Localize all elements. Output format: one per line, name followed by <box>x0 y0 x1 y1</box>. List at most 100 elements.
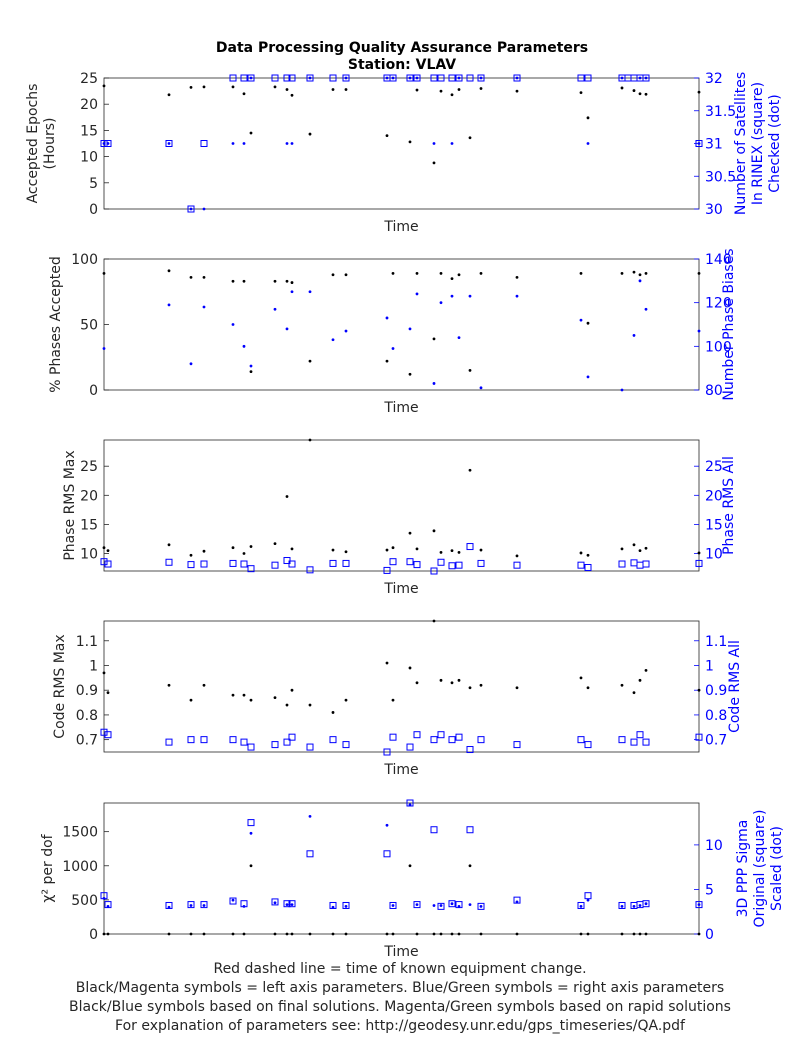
data-point-dot <box>385 932 389 936</box>
data-point-square <box>448 74 456 82</box>
data-point-dot <box>697 142 701 145</box>
data-point-dot <box>231 323 235 326</box>
data-point-dot <box>450 681 454 685</box>
data-point-square <box>240 738 248 746</box>
data-point-square <box>306 850 314 858</box>
right-tick-label: 0.8 <box>705 708 727 724</box>
data-point-dot <box>479 386 483 390</box>
data-point-dot <box>632 904 636 908</box>
data-point-dot <box>273 307 277 311</box>
right-tick-label: 1 <box>705 658 714 674</box>
right-tick-label: 30.5 <box>705 169 736 185</box>
data-point-dot <box>638 932 642 936</box>
data-point-dot <box>202 85 206 89</box>
data-point-dot <box>242 552 246 555</box>
data-point-dot <box>579 318 583 322</box>
data-point-square <box>636 731 644 739</box>
data-point-square <box>383 748 391 756</box>
data-point-dot <box>189 207 193 211</box>
plot-frame <box>103 77 700 210</box>
data-point-dot <box>479 87 483 90</box>
data-point-dot <box>579 932 583 936</box>
data-point-dot <box>515 294 519 298</box>
data-point-square <box>100 728 108 736</box>
data-point-dot <box>331 338 335 342</box>
data-point-dot <box>331 273 335 277</box>
data-point-dot <box>249 831 253 835</box>
data-point-square <box>306 74 314 82</box>
data-point-dot <box>167 543 171 547</box>
data-point-dot <box>391 272 395 275</box>
data-point-square <box>466 74 474 82</box>
data-point-square <box>165 558 173 566</box>
data-point-dot <box>391 546 395 550</box>
data-point-square <box>342 901 350 909</box>
data-point-square <box>271 898 279 906</box>
data-point-dot <box>638 92 642 96</box>
data-point-dot <box>638 549 642 553</box>
data-point-dot <box>106 932 110 936</box>
right-tick-label: 10 <box>705 838 723 854</box>
data-point-dot <box>515 932 519 936</box>
right-tick-label: 80 <box>705 383 723 399</box>
data-point-dot <box>432 161 436 165</box>
data-point-dot <box>620 86 624 90</box>
data-point-dot <box>189 362 193 366</box>
data-point-dot <box>285 495 289 498</box>
data-point-dot <box>450 93 454 97</box>
data-point-square <box>437 74 445 82</box>
data-point-dot <box>308 76 312 80</box>
data-point-dot <box>385 134 389 138</box>
data-point-dot <box>697 932 701 936</box>
data-point-square <box>437 558 445 566</box>
data-point-dot <box>632 89 636 92</box>
data-point-dot <box>344 76 348 80</box>
data-point-dot <box>308 703 312 707</box>
right-axis-label: 3D PPP Sigma <box>735 820 751 918</box>
left-tick-label: 500 <box>71 893 98 909</box>
data-point-square <box>413 561 421 569</box>
data-point-square <box>104 731 112 739</box>
data-point-dot <box>106 549 110 553</box>
data-point-dot <box>620 932 624 936</box>
data-point-square <box>448 900 456 908</box>
data-point-dot <box>439 301 443 305</box>
left-tick-label: 0.8 <box>76 708 98 724</box>
data-point-square <box>430 567 438 575</box>
plot-frame <box>103 802 700 935</box>
data-point-dot <box>638 279 642 283</box>
data-point-dot <box>331 932 335 936</box>
data-point-dot <box>290 903 294 906</box>
data-point-dot <box>515 686 519 690</box>
data-point-dot <box>285 327 289 331</box>
data-point-dot <box>586 932 590 936</box>
data-point-dot <box>468 468 472 472</box>
data-point-dot <box>450 932 454 936</box>
panel-3: 10 15 20 25 10 15 20 25 Time Phase RMS Max Phase R… <box>62 438 737 597</box>
data-point-square <box>329 74 337 82</box>
data-point-dot <box>415 903 419 906</box>
data-point-dot <box>231 932 235 936</box>
data-point-dot <box>344 88 348 91</box>
data-point-dot <box>450 549 454 553</box>
data-point-square <box>448 736 456 744</box>
left-tick-label: 5 <box>89 176 98 192</box>
data-point-square <box>618 560 626 568</box>
data-point-square <box>104 560 112 568</box>
data-point-dot <box>231 279 235 283</box>
data-point-dot <box>632 334 636 337</box>
data-point-dot <box>385 661 389 665</box>
data-point-square <box>389 74 397 82</box>
data-point-dot <box>242 932 246 936</box>
data-point-square <box>240 74 248 82</box>
left-tick-label: 15 <box>80 123 98 139</box>
data-point-square <box>389 901 397 909</box>
right-axis-label: Number Phase Biases <box>721 248 737 400</box>
data-point-square <box>342 741 350 749</box>
data-point-dot <box>242 92 246 96</box>
data-point-square <box>455 74 463 82</box>
data-point-square <box>288 560 296 568</box>
data-point-dot <box>579 91 583 95</box>
left-tick-label: 0.9 <box>76 683 98 699</box>
